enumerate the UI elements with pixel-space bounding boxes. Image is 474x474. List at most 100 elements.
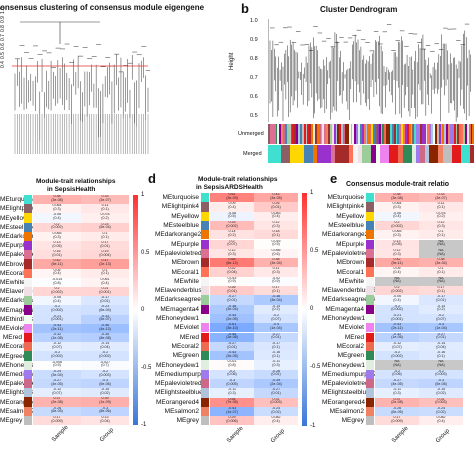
- correlation-value: -0.14: [436, 341, 446, 345]
- p-value: (0.1): [437, 288, 445, 293]
- correlation-value: 0.12: [228, 248, 236, 252]
- module-color-band: [268, 124, 270, 144]
- column-label: Sample: [226, 425, 245, 444]
- p-value: (0.01): [100, 298, 110, 303]
- correlation-value: 0.1: [438, 230, 444, 234]
- p-value: (0.9): [272, 242, 280, 247]
- correlation-value: -0.3: [101, 379, 109, 382]
- heatmap-cell: 0.12 (0.3): [254, 220, 298, 231]
- correlation-value: -0.2: [393, 351, 401, 355]
- p-value: (0.3): [393, 251, 401, 256]
- correlation-value: -0.06: [392, 211, 402, 215]
- correlation-value: 0.14: [228, 230, 236, 234]
- module-color-band: [410, 124, 413, 144]
- heatmap-cell: 0.29 (0.006): [210, 416, 254, 426]
- module-color-band: [448, 124, 450, 144]
- module-color-swatch: [366, 286, 374, 296]
- heatmap-cell: 0.31 (0.003): [254, 397, 298, 407]
- panel-b-ylabel: Height: [229, 52, 235, 70]
- module-color-band: [420, 145, 425, 163]
- correlation-value: 0.11: [272, 267, 280, 271]
- module-color-band: [348, 124, 351, 144]
- correlation-value: 0.61: [228, 193, 236, 196]
- heatmap-cell: -0.38 (3e-04): [210, 304, 254, 314]
- heatmap-cell: 0.13 (0.05): [375, 239, 419, 249]
- heatmap-cell: -0.06 (0.4): [33, 296, 81, 306]
- module-color-swatch: [24, 213, 32, 223]
- heatmap-cell: 0.37 (2e-08): [33, 397, 81, 407]
- module-color-band: [279, 124, 282, 144]
- column-label: Group: [270, 427, 287, 444]
- module-label: MEmagenta4: [160, 305, 199, 313]
- heatmap-cell: 0.064 (0.3): [375, 202, 419, 212]
- heatmap-cell: 0.2 (0.002): [375, 220, 419, 231]
- module-color-band: [393, 124, 396, 144]
- module-color-band: [399, 124, 402, 144]
- module-color-band: [317, 145, 322, 163]
- module-label: MEbrown: [171, 259, 199, 267]
- module-label: MEpurple: [171, 240, 199, 248]
- p-value: (NA): [437, 279, 445, 284]
- axis-tick-label: 1.0: [0, 7, 6, 14]
- p-value: (0.002): [51, 289, 63, 294]
- module-color-band: [344, 145, 349, 163]
- module-label: MEwhite: [174, 277, 199, 285]
- module-color-band: [451, 145, 457, 163]
- p-value: (0.4): [393, 214, 401, 219]
- module-label: MElightsteelblue: [322, 389, 370, 397]
- module-color-band: [301, 124, 304, 144]
- heatmap-cell: 0.2 (0.002): [33, 287, 81, 297]
- heatmap-cell: 0.38 (3e-08): [33, 195, 81, 205]
- heatmap-cell: -0.43 (3e-05): [210, 351, 254, 361]
- module-label: MEorangered4: [156, 398, 199, 406]
- correlation-value: 0.38: [437, 258, 445, 262]
- correlation-value: 0.16: [53, 250, 61, 254]
- p-value: (0.002): [391, 353, 403, 358]
- heatmap-cell: NA (NA): [419, 276, 463, 286]
- correlation-value: 0.23: [101, 222, 109, 226]
- heatmap-cell: 0.38 (3e-04): [419, 258, 463, 268]
- module-label: MElightsteelblue: [0, 389, 48, 396]
- heatmap-cell: -0.15 (0.02): [419, 388, 463, 398]
- correlation-value: 0.42: [393, 258, 401, 262]
- p-value: (0.02): [436, 409, 446, 414]
- p-value: (0.4): [393, 298, 401, 303]
- heatmap-cell: 0.38 (3e-08): [375, 193, 419, 203]
- module-label: MEgrey: [341, 417, 364, 425]
- module-color-band: [461, 124, 463, 144]
- module-color-band: [408, 124, 411, 144]
- p-value: (0.3): [437, 223, 445, 228]
- module-color-band: [429, 124, 432, 144]
- module-color-band: [419, 124, 422, 144]
- heatmap-cell: 0.42 (5e-11): [375, 258, 419, 268]
- module-color-band: [414, 124, 417, 144]
- module-color-band: [308, 145, 313, 163]
- p-value: (NA): [393, 279, 401, 284]
- heatmap-cell: 0.17 (0.009): [375, 416, 419, 426]
- module-label: MEdarkorange2: [155, 231, 202, 239]
- module-label: MEhoneydew1: [0, 361, 43, 369]
- module-color-swatch: [201, 304, 209, 314]
- module-color-band: [378, 124, 381, 144]
- module-color-band: [447, 145, 452, 163]
- correlation-value: 0.078: [436, 211, 446, 215]
- heatmap-cell: 0.083 (0.4): [254, 211, 298, 221]
- p-value: (0.02): [100, 390, 110, 395]
- correlation-value: 0.078: [100, 213, 110, 217]
- correlation-value: -0.38: [227, 304, 237, 308]
- panel-d-heatmap: MEturquoise MElightpink4 MEyellow MEsteelbl…: [155, 190, 320, 444]
- heatmap-cell: NA (NA): [375, 360, 419, 370]
- p-value: (2e-08): [51, 400, 63, 405]
- heatmap-cell: 0.078 (0.2): [81, 213, 129, 223]
- p-value: (0.002): [51, 308, 63, 313]
- p-value: (0.003): [99, 372, 111, 377]
- p-value: (3e-05): [226, 353, 238, 358]
- p-value: (0.01): [100, 243, 110, 248]
- correlation-value: 0.09: [228, 202, 236, 206]
- module-color-band: [328, 124, 330, 144]
- heatmap-cell: -0.27 (0.01): [210, 295, 254, 305]
- color-scale-tick: 1: [141, 192, 145, 198]
- module-color-band: [433, 145, 439, 163]
- heatmap-cell: -0.26 (6e-05): [33, 406, 81, 416]
- correlation-value: -0.12: [52, 342, 62, 346]
